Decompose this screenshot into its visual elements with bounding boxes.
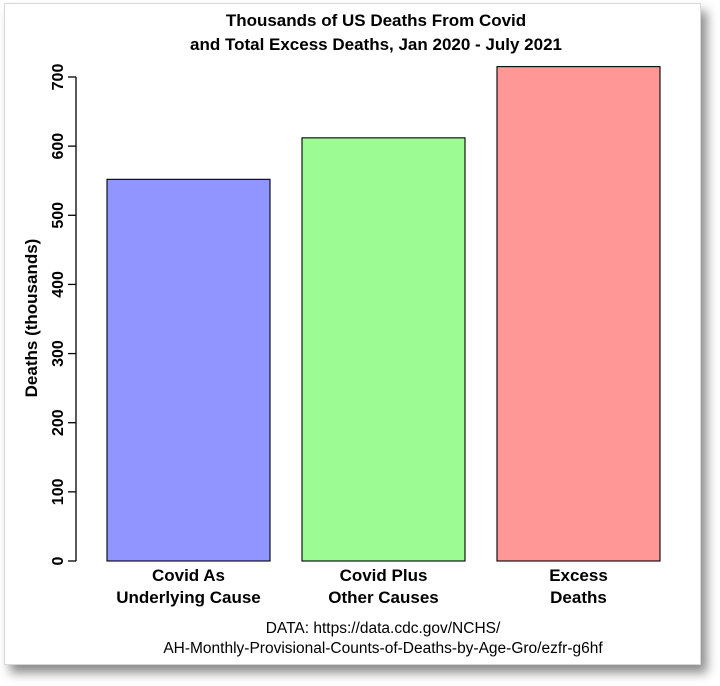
- source-line-1: DATA: https://data.cdc.gov/NCHS/: [266, 620, 501, 637]
- source-line-2: AH-Monthly-Provisional-Counts-of-Deaths-…: [163, 640, 603, 657]
- y-axis-label: Deaths (thousands): [22, 239, 41, 398]
- y-tick-label: 200: [50, 409, 67, 436]
- chart-title-line-1: Thousands of US Deaths From Covid: [226, 11, 526, 30]
- y-tick-label: 100: [50, 478, 67, 505]
- bar: [496, 66, 661, 562]
- y-tick-label: 400: [50, 271, 67, 298]
- y-axis: 0 100 200 300 400 500 600 700: [50, 64, 77, 565]
- category-label: Excess: [549, 566, 608, 585]
- category-label: Covid Plus: [340, 566, 428, 585]
- category-label: Deaths: [550, 588, 607, 607]
- y-tick-label: 300: [50, 340, 67, 367]
- bar: [106, 178, 271, 562]
- bars: [106, 66, 661, 562]
- category-label: Underlying Cause: [116, 588, 261, 607]
- y-tick-label: 700: [50, 64, 67, 91]
- bar: [301, 137, 466, 562]
- y-tick-label: 500: [50, 202, 67, 229]
- category-label: Other Causes: [328, 588, 439, 607]
- category-label: Covid As: [152, 566, 225, 585]
- category-labels: Covid As Underlying Cause Covid Plus Other …: [116, 566, 608, 607]
- y-tick-label: 600: [50, 133, 67, 160]
- y-tick-label: 0: [50, 556, 67, 565]
- chart-title-line-2: and Total Excess Deaths, Jan 2020 - July…: [190, 35, 562, 54]
